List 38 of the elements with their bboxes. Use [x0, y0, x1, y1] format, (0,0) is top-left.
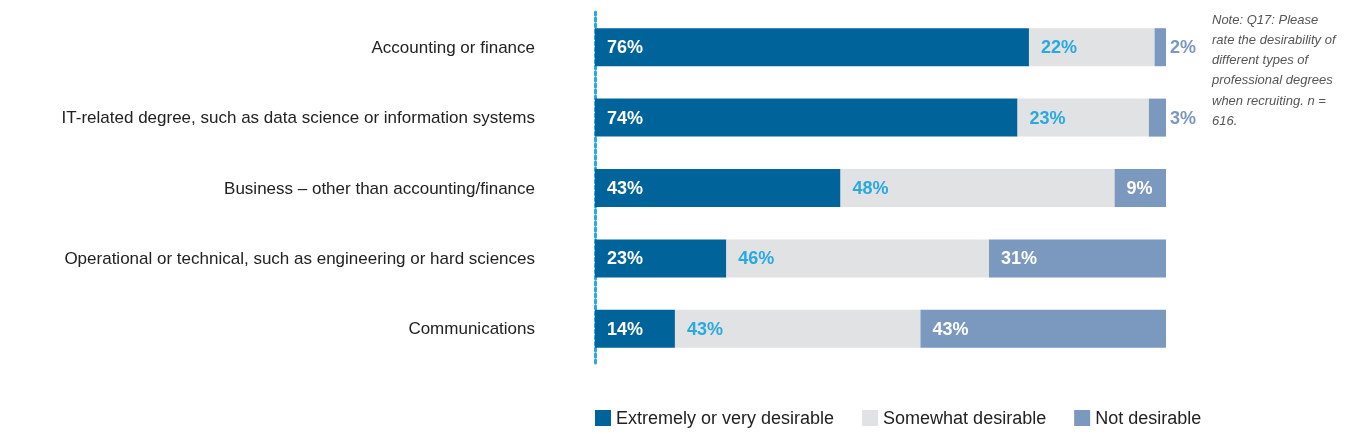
- y-tick-label: Accounting or finance: [371, 37, 535, 57]
- data-label: 22%: [1040, 37, 1077, 58]
- bar: [595, 169, 841, 207]
- legend-label: Extremely or very desirable: [616, 408, 835, 428]
- y-tick-label: IT-related degree, such as data science or information systems: [61, 108, 535, 128]
- bar: [1017, 98, 1149, 137]
- bar: [595, 98, 1018, 137]
- y-tick-label: Operational or technical, such as engineering or hard sciences: [64, 248, 535, 268]
- text: Note: Q17: Please rate the desirability of different types of professional degrees when recruiting. n = 616.: [1212, 11, 1338, 130]
- bar: [1148, 98, 1166, 137]
- data-label: 23%: [607, 248, 644, 269]
- data-label: 23%: [1029, 107, 1066, 128]
- data-label: 2%: [1170, 37, 1197, 58]
- data-label: 43%: [932, 318, 969, 339]
- bar: [595, 309, 675, 348]
- bar: [726, 239, 989, 278]
- data-label: 43%: [686, 318, 723, 339]
- bar: [840, 169, 1115, 207]
- data-label: 14%: [607, 318, 644, 339]
- y-tick-label: Business – other than accounting/finance: [224, 178, 535, 198]
- data-label: 9%: [1126, 178, 1153, 198]
- bar: [1028, 28, 1155, 67]
- data-label: 43%: [607, 178, 644, 198]
- data-label: 48%: [852, 178, 889, 198]
- bar: [595, 28, 1029, 67]
- bar: [595, 239, 727, 278]
- bar: [674, 309, 921, 348]
- data-label: 76%: [607, 37, 644, 58]
- data-label: 74%: [607, 107, 644, 128]
- y-tick-label: Communications: [408, 319, 535, 339]
- bar: [920, 309, 1166, 348]
- bar: [988, 239, 1166, 278]
- data-label: 31%: [1000, 248, 1038, 269]
- legend-label: Somewhat desirable: [883, 408, 1047, 428]
- bar: [1154, 28, 1166, 67]
- data-label: 46%: [738, 248, 775, 269]
- data-label: 3%: [1170, 107, 1197, 128]
- legend-label: Not desirable: [1095, 408, 1202, 428]
